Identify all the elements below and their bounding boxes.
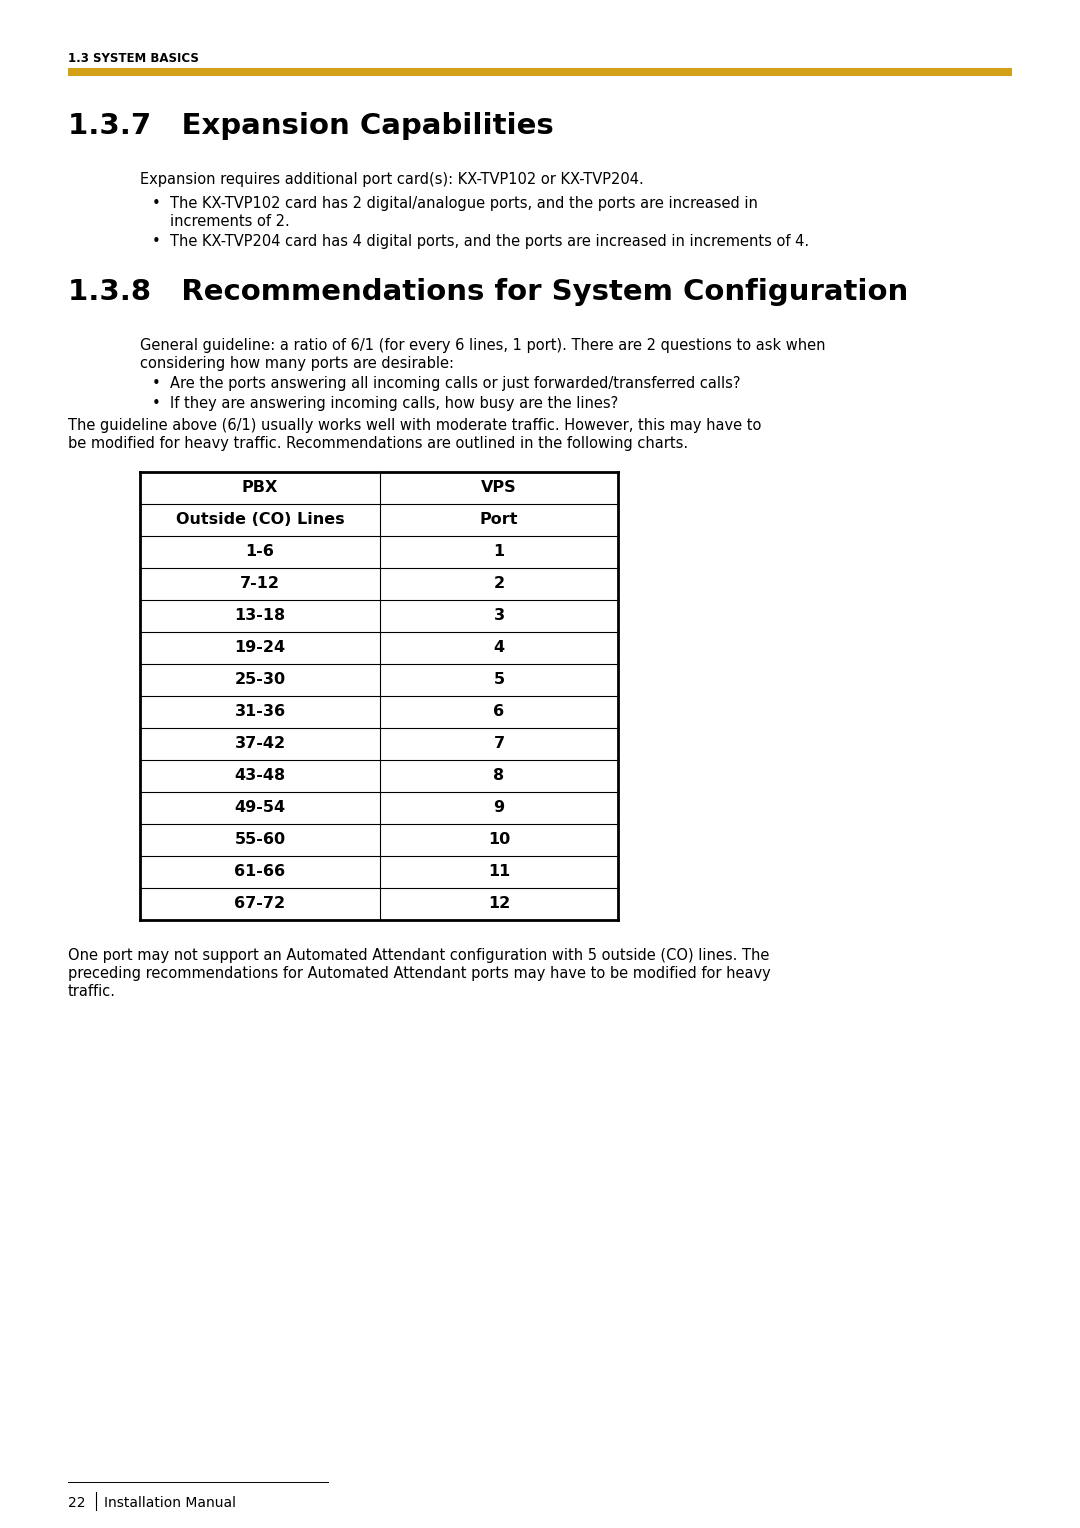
Text: 6: 6 bbox=[494, 704, 504, 720]
Text: 61-66: 61-66 bbox=[234, 865, 285, 880]
Text: 37-42: 37-42 bbox=[234, 736, 285, 752]
Text: •: • bbox=[152, 376, 161, 391]
Text: increments of 2.: increments of 2. bbox=[170, 214, 289, 229]
Text: traffic.: traffic. bbox=[68, 984, 116, 999]
Text: considering how many ports are desirable:: considering how many ports are desirable… bbox=[140, 356, 454, 371]
Text: •: • bbox=[152, 396, 161, 411]
Text: General guideline: a ratio of 6/1 (for every 6 lines, 1 port). There are 2 quest: General guideline: a ratio of 6/1 (for e… bbox=[140, 338, 825, 353]
Text: The KX-TVP204 card has 4 digital ports, and the ports are increased in increment: The KX-TVP204 card has 4 digital ports, … bbox=[170, 234, 809, 249]
Text: 7-12: 7-12 bbox=[240, 576, 280, 591]
Text: •: • bbox=[152, 196, 161, 211]
Text: 5: 5 bbox=[494, 672, 504, 688]
Text: One port may not support an Automated Attendant configuration with 5 outside (CO: One port may not support an Automated At… bbox=[68, 947, 769, 963]
Text: 43-48: 43-48 bbox=[234, 769, 285, 784]
Text: PBX: PBX bbox=[242, 480, 279, 495]
Text: 22: 22 bbox=[68, 1496, 85, 1510]
Text: 1.3.7   Expansion Capabilities: 1.3.7 Expansion Capabilities bbox=[68, 112, 554, 141]
Text: 49-54: 49-54 bbox=[234, 801, 285, 816]
Bar bbox=[68, 69, 1012, 76]
Text: 55-60: 55-60 bbox=[234, 833, 285, 848]
Text: 10: 10 bbox=[488, 833, 510, 848]
Text: 11: 11 bbox=[488, 865, 510, 880]
Text: 1.3.8   Recommendations for System Configuration: 1.3.8 Recommendations for System Configu… bbox=[68, 278, 908, 306]
Text: 7: 7 bbox=[494, 736, 504, 752]
Text: 12: 12 bbox=[488, 897, 510, 912]
Text: 31-36: 31-36 bbox=[234, 704, 285, 720]
Text: If they are answering incoming calls, how busy are the lines?: If they are answering incoming calls, ho… bbox=[170, 396, 618, 411]
Text: Outside (CO) Lines: Outside (CO) Lines bbox=[176, 512, 345, 527]
Text: 4: 4 bbox=[494, 640, 504, 656]
Text: •: • bbox=[152, 234, 161, 249]
Text: 19-24: 19-24 bbox=[234, 640, 285, 656]
Text: 8: 8 bbox=[494, 769, 504, 784]
Text: 67-72: 67-72 bbox=[234, 897, 285, 912]
Text: 1: 1 bbox=[494, 544, 504, 559]
Text: The guideline above (6/1) usually works well with moderate traffic. However, thi: The guideline above (6/1) usually works … bbox=[68, 419, 761, 432]
Text: 1.3 SYSTEM BASICS: 1.3 SYSTEM BASICS bbox=[68, 52, 199, 66]
Text: 13-18: 13-18 bbox=[234, 608, 285, 623]
Text: be modified for heavy traffic. Recommendations are outlined in the following cha: be modified for heavy traffic. Recommend… bbox=[68, 435, 688, 451]
Text: Port: Port bbox=[480, 512, 518, 527]
Text: The KX-TVP102 card has 2 digital/analogue ports, and the ports are increased in: The KX-TVP102 card has 2 digital/analogu… bbox=[170, 196, 758, 211]
Text: 9: 9 bbox=[494, 801, 504, 816]
Text: 1-6: 1-6 bbox=[245, 544, 274, 559]
Text: preceding recommendations for Automated Attendant ports may have to be modified : preceding recommendations for Automated … bbox=[68, 966, 771, 981]
Text: Expansion requires additional port card(s): KX-TVP102 or KX-TVP204.: Expansion requires additional port card(… bbox=[140, 173, 644, 186]
Text: 2: 2 bbox=[494, 576, 504, 591]
Text: Installation Manual: Installation Manual bbox=[104, 1496, 237, 1510]
Text: VPS: VPS bbox=[482, 480, 517, 495]
Text: 25-30: 25-30 bbox=[234, 672, 285, 688]
Text: Are the ports answering all incoming calls or just forwarded/transferred calls?: Are the ports answering all incoming cal… bbox=[170, 376, 741, 391]
Text: 3: 3 bbox=[494, 608, 504, 623]
